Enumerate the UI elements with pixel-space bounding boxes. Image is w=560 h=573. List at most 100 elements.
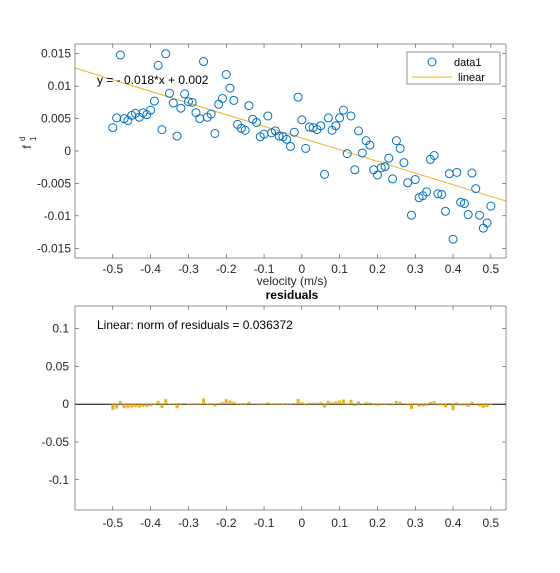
data-point [452,167,462,177]
data-point [297,115,307,125]
bottom-axes-box [74,305,507,511]
residual-bar [440,404,444,406]
x-tick-label: 0 [298,516,305,530]
data-point [149,96,159,106]
data-point [395,143,405,153]
x-axis-label: velocity (m/s) [257,274,328,288]
y-tick-label: -0.1 [48,473,69,487]
data-point [459,199,469,209]
residual-bar [258,404,262,406]
data-point [214,99,224,109]
data-point [354,126,364,136]
residual-bar [164,399,168,405]
data-point [153,60,163,70]
data-point [225,83,235,93]
residual-bar [307,402,311,405]
data-point [441,206,451,216]
residual-bar [273,403,277,405]
residual-bar [489,404,493,405]
y-tick-label: 0.015 [41,47,71,61]
bottom-y-tick-labels: -0.1 -0.05 0 0.05 0.1 [42,322,70,487]
data-point [323,113,333,123]
residual-bar [447,402,451,405]
data-point [444,169,454,179]
x-tick-label: 0.5 [483,262,500,276]
residual-bar [417,404,421,407]
residual-bar [198,404,202,406]
residual-bar [217,402,221,405]
residual-bar [220,402,224,405]
x-tick-label: -0.5 [102,516,123,530]
data-point [365,140,375,150]
x-tick-label: 0.1 [331,262,348,276]
x-tick-label: 0.4 [445,262,462,276]
data-point [251,117,261,127]
data-point [191,108,201,118]
residual-bar [115,404,119,409]
legend-box [406,51,501,85]
residual-bar [402,403,406,405]
residual-bar [383,404,387,405]
residual-bar [202,398,206,405]
data-point [286,141,295,151]
residual-bar [443,404,448,408]
x-tick-label: 0.2 [369,516,386,530]
data-point [346,111,356,121]
bottom-plot: residuals Linear: norm of residuals = 0.… [42,288,507,530]
residual-bar [209,404,213,405]
residual-bar [311,402,315,405]
fit-equation-annotation: y = - 0.018*x + 0.002 [97,73,209,87]
data-point [289,127,299,137]
data-point [229,95,239,105]
y-tick-label: 0.01 [48,79,72,93]
x-tick-label: 0.2 [369,262,386,276]
residual-bar [413,404,417,405]
residual-bar [171,404,175,405]
x-tick-label: -0.3 [178,262,199,276]
x-tick-label: 0.1 [331,516,348,530]
data-point [384,153,394,163]
residual-bar [118,400,122,405]
residual-bar [179,404,183,405]
residual-bar [326,400,330,405]
data-point [293,92,303,102]
residual-bar [213,404,217,407]
data-point [282,134,292,144]
data-point [422,187,432,197]
top-y-tick-labels: -0.015 -0.01 -0.005 0 0.005 0.01 0.015 [37,47,71,256]
y-axis-label-main: f [20,145,34,149]
residual-bar [398,401,402,405]
data-point [391,136,401,146]
residual-bar [141,404,145,407]
data-point [244,101,254,111]
data-point [146,105,156,115]
data-point [372,170,382,180]
residual-bar [160,404,164,409]
x-tick-label: -0.5 [102,262,123,276]
data-point [388,174,398,184]
residual-bar [247,401,251,405]
residual-bar [425,404,429,406]
data-point [183,97,193,107]
residual-bar [262,404,266,405]
y-tick-label: -0.01 [44,209,72,223]
legend: data1 linear [406,51,501,85]
residual-bar [421,404,425,407]
data-point [221,69,231,79]
data-point [475,210,485,220]
residual-bar [254,403,258,405]
x-tick-label: -0.3 [178,516,199,530]
residual-bar [466,404,470,407]
residuals-title: residuals [266,288,319,302]
data-point [467,168,477,178]
data-point [301,143,311,153]
residual-bar [133,404,138,408]
data-point [342,149,352,159]
x-tick-label: -0.2 [216,262,237,276]
residual-bar [300,402,304,405]
residual-bar [137,404,141,408]
data-point [448,234,458,244]
data-point [338,105,348,115]
y-tick-label: 0 [62,397,69,411]
data-point [199,57,209,67]
